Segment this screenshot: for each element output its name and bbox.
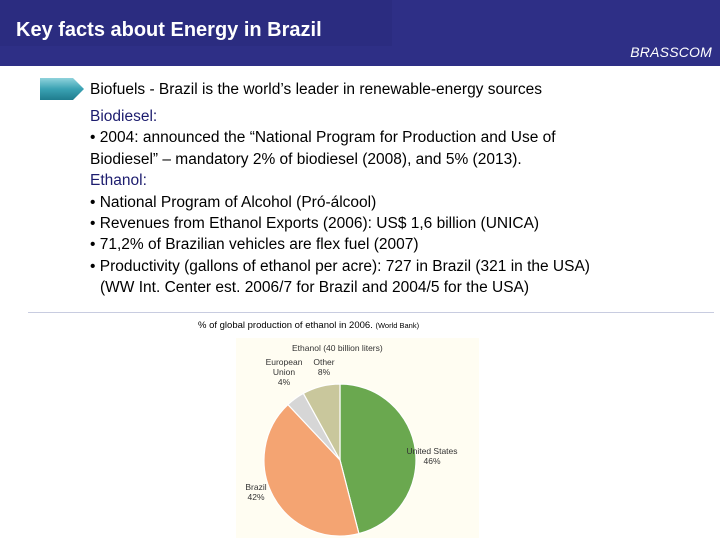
- chart-caption: % of global production of ethanol in 200…: [198, 320, 419, 331]
- ethanol-item: • Productivity (gallons of ethanol per a…: [90, 257, 590, 275]
- pie-category-label: European: [266, 357, 303, 367]
- pie-slice-brazil: [263, 403, 360, 537]
- section-heading: Biofuels - Brazil is the world’s leader …: [90, 81, 543, 98]
- ethanol-item: • 71,2% of Brazilian vehicles are flex f…: [90, 236, 419, 254]
- ethanol-item: • Revenues from Ethanol Exports (2006): …: [90, 215, 540, 233]
- chart-caption-source: (World Bank): [375, 321, 420, 330]
- page-title: Key facts about Energy in Brazil: [16, 19, 322, 41]
- pie-value-label: 42%: [247, 492, 264, 502]
- pie-slice-other: [302, 383, 341, 461]
- ethanol-item-note: (WW Int. Center est. 2006/7 for Brazil a…: [100, 279, 530, 297]
- chart-title: Ethanol (40 billion liters): [292, 343, 383, 353]
- pie-category-label: Brazil: [245, 482, 266, 492]
- pie-value-label: 46%: [423, 456, 440, 466]
- pie-value-label: 4%: [278, 377, 291, 387]
- biodiesel-heading: Biodiesel:: [90, 108, 158, 125]
- header-bar: Key facts about Energy in Brazil BRASSCO…: [0, 0, 720, 66]
- pie-value-label: 8%: [318, 367, 331, 377]
- pie-chart: Ethanol (40 billion liters) United States…: [245, 343, 458, 537]
- biodiesel-line: • 2004: announced the “National Program …: [90, 129, 556, 147]
- biodiesel-line: Biodiesel” – mandatory 2% of biodiesel (…: [90, 150, 522, 168]
- title-tab: Key facts about Energy in Brazil: [0, 0, 392, 46]
- brand-label: BRASSCOM: [630, 44, 712, 60]
- pie-category-label: Other: [313, 357, 334, 367]
- chart-caption-main: % of global production of ethanol in 200…: [198, 320, 373, 331]
- divider: [28, 312, 714, 313]
- chevron-arrow-icon: [40, 78, 84, 100]
- pie-slice-united-states: [339, 383, 417, 535]
- body-text: Biodiesel: • 2004: announced the “Nation…: [90, 106, 710, 299]
- pie-chart-panel: Ethanol (40 billion liters) United States…: [236, 338, 479, 538]
- ethanol-item: • National Program of Alcohol (Pró-álcoo…: [90, 193, 377, 211]
- pie-category-label: Union: [273, 367, 295, 377]
- ethanol-heading: Ethanol:: [90, 172, 147, 190]
- pie-category-label: United States: [406, 446, 457, 456]
